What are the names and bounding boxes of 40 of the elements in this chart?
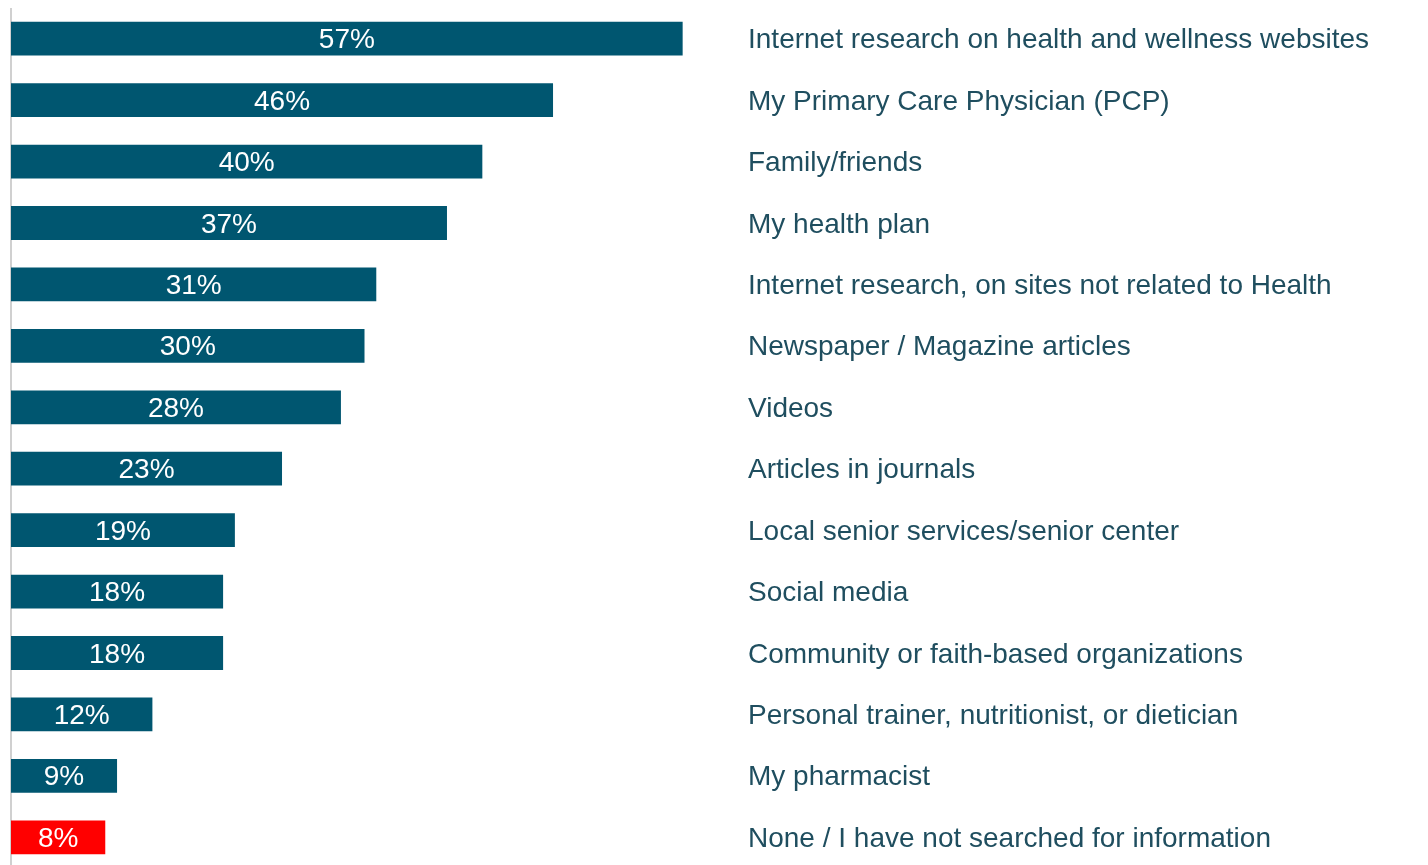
bar — [11, 513, 235, 548]
bar — [11, 636, 224, 670]
data-label: 37% — [200, 207, 258, 239]
data-label: 8% — [37, 821, 79, 853]
bar — [11, 574, 224, 609]
data-label: 40% — [218, 146, 275, 178]
data-label: 18% — [89, 576, 146, 608]
y-tick-label: Internet research, on sites not related to Health — [748, 268, 1332, 300]
bar — [11, 451, 283, 486]
data-label: 19% — [94, 514, 151, 546]
data-label: 18% — [89, 637, 146, 669]
data-label: 9% — [43, 760, 85, 792]
data-label: 46% — [253, 84, 311, 116]
y-tick-label: None / I have not searched for information — [748, 821, 1271, 853]
y-tick-label: Community or faith-based organizations — [748, 637, 1243, 669]
data-label: 31% — [165, 268, 222, 300]
data-label: 57% — [318, 23, 375, 55]
data-label: 23% — [118, 453, 175, 485]
bar — [11, 21, 683, 56]
y-tick-label: Videos — [748, 391, 834, 423]
bar — [11, 206, 447, 240]
data-label: 30% — [159, 330, 216, 362]
bar — [11, 83, 554, 118]
bar — [11, 144, 483, 179]
y-tick-label: Local senior services/senior center — [748, 514, 1180, 546]
y-tick-label: My health plan — [748, 207, 931, 239]
y-tick-label: Newspaper / Magazine articles — [748, 330, 1131, 362]
y-tick-label: Social media — [748, 576, 909, 608]
y-tick-label: Internet research on health and wellness websites — [748, 23, 1370, 55]
y-tick-label: My Primary Care Physician (PCP) — [748, 84, 1170, 116]
y-tick-label: Family/friends — [748, 146, 923, 178]
y-tick-label: My pharmacist — [748, 760, 931, 792]
bar — [11, 758, 118, 793]
y-tick-label: Articles in journals — [748, 453, 976, 485]
bar — [11, 267, 377, 302]
data-label: 28% — [147, 391, 204, 423]
y-tick-label: Personal trainer, nutritionist, or dietician — [748, 698, 1239, 730]
bar — [11, 390, 341, 425]
bar — [11, 328, 365, 363]
data-label: 12% — [53, 698, 110, 730]
